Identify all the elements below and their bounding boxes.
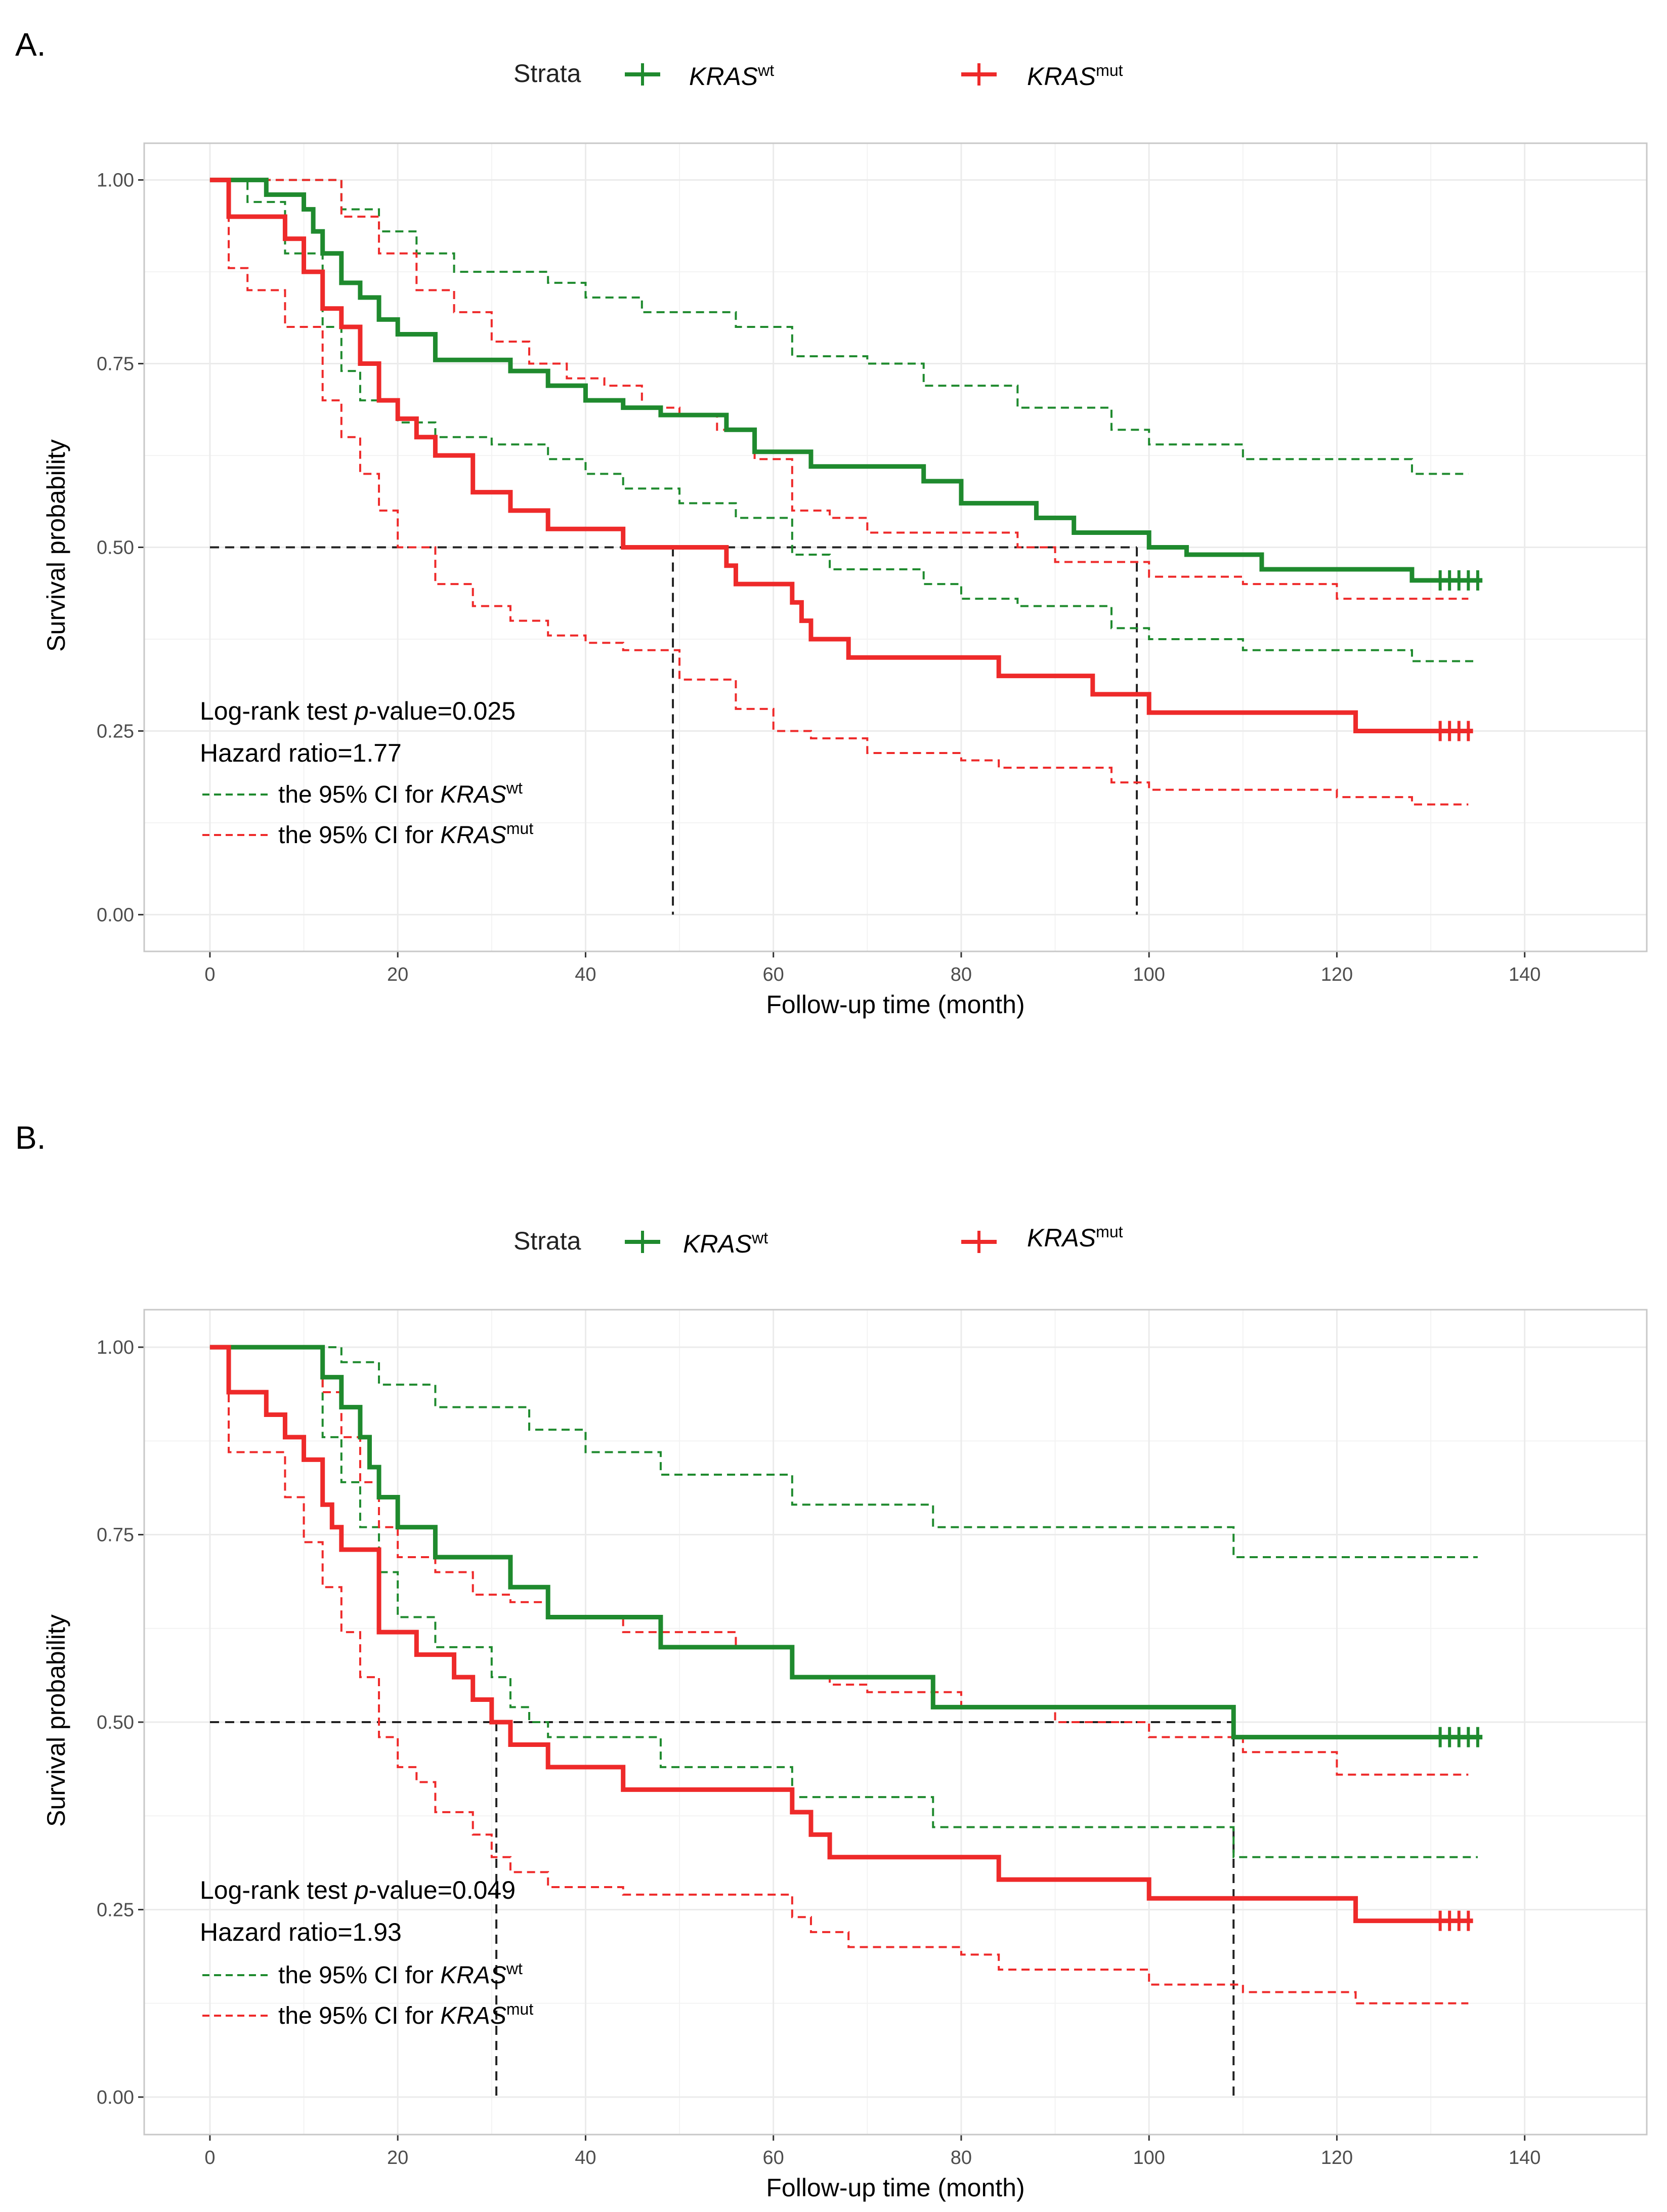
x-tick-label: 0 [204, 964, 215, 985]
y-tick-label: 0.50 [97, 1712, 134, 1733]
y-tick-label: 0.75 [97, 354, 134, 375]
legend-entry-wt: KRASwt [689, 61, 774, 91]
ci-text-wt-a: the 95% CI for KRASwt [278, 779, 523, 808]
x-tick-label: 120 [1321, 964, 1353, 985]
legend-a: Strata KRASwt KRASmut [514, 59, 1123, 91]
legend-b: Strata KRASwt KRASmut [514, 1223, 1123, 1258]
legend-title: Strata [514, 1227, 581, 1255]
x-tick-label: 100 [1133, 2147, 1165, 2168]
x-tick-label: 60 [763, 2147, 784, 2168]
x-tick-label: 80 [951, 2147, 972, 2168]
plot-border [143, 142, 1648, 952]
x-tick-label: 140 [1509, 964, 1541, 985]
x-tick-label: 140 [1509, 2147, 1541, 2168]
plot-area-b: 0 20 40 60 80 100 120 140 0.00 0.25 0.50 0.75 1.00 [97, 1309, 1648, 2168]
y-tick-label: 0.00 [97, 904, 134, 926]
plot-border [143, 1309, 1648, 2136]
y-tick-label: 0.25 [97, 721, 134, 742]
x-tick-label: 40 [575, 2147, 596, 2168]
series-KRASwt [209, 178, 1483, 583]
legend-key-wt [625, 1231, 660, 1253]
pvalue-text-a: Log-rank test p-value=0.025 [200, 697, 516, 725]
pvalue-text-b: Log-rank test p-value=0.049 [200, 1876, 516, 1904]
series-wt_upper [209, 1346, 1478, 1558]
legend-entry-mut: KRASmut [1027, 1223, 1123, 1252]
legend-key-wt [625, 63, 660, 86]
series-KRASmut [209, 1345, 1473, 1924]
y-tick-label: 1.00 [97, 1337, 134, 1358]
plot-area-a: 0 20 40 60 80 100 120 140 0.00 0.25 0.50 0.75 1.00 [97, 142, 1648, 985]
ci-text-wt-b: the 95% CI for KRASwt [278, 1959, 523, 1989]
panel-label-a: A. [15, 26, 46, 63]
series-KRASwt [209, 1345, 1483, 1740]
series-wt_lower [209, 179, 1478, 662]
x-axis-title-b: Follow-up time (month) [766, 2174, 1024, 2202]
panel-a: A. Strata KRASwt KRASmut 0 20 40 60 80 100 120… [15, 26, 1648, 1019]
legend-title: Strata [514, 59, 581, 88]
hazard-ratio-text-a: Hazard ratio=1.77 [200, 739, 402, 767]
series-mut_lower [209, 1346, 1469, 2005]
y-tick-label: 0.00 [97, 2087, 134, 2108]
hazard-ratio-text-b: Hazard ratio=1.93 [200, 1918, 402, 1946]
ci-text-mut-b: the 95% CI for KRASmut [278, 2000, 533, 2029]
ci-text-mut-a: the 95% CI for KRASmut [278, 819, 533, 849]
x-tick-label: 40 [575, 964, 596, 985]
x-axis-title-a: Follow-up time (month) [766, 990, 1024, 1019]
y-tick-label: 1.00 [97, 170, 134, 191]
panel-label-b: B. [15, 1119, 46, 1156]
series-mut_lower [209, 179, 1469, 806]
x-tick-label: 120 [1321, 2147, 1353, 2168]
series-wt_lower [209, 1346, 1478, 1858]
y-axis-title-b: Survival probability [42, 1614, 70, 1827]
x-tick-label: 60 [763, 964, 784, 985]
x-tick-label: 0 [204, 2147, 215, 2168]
legend-key-mut [961, 63, 997, 86]
panel-b: B. Strata KRASwt KRASmut 0 20 40 60 80 100 120… [15, 1119, 1648, 2202]
stats-annotation-a: Log-rank test p-value=0.025 Hazard ratio… [200, 697, 533, 849]
y-tick-label: 0.25 [97, 1899, 134, 1921]
series-wt_upper [209, 179, 1469, 475]
series-mut_upper [209, 1346, 1469, 1776]
x-tick-label: 20 [387, 2147, 408, 2168]
x-tick-label: 80 [951, 964, 972, 985]
x-tick-label: 20 [387, 964, 408, 985]
legend-entry-mut: KRASmut [1027, 61, 1123, 91]
stats-annotation-b: Log-rank test p-value=0.049 Hazard ratio… [200, 1876, 533, 2029]
x-tick-label: 100 [1133, 964, 1165, 985]
y-tick-label: 0.75 [97, 1525, 134, 1546]
legend-entry-wt: KRASwt [683, 1229, 768, 1258]
series-KRASmut [209, 178, 1473, 733]
series-mut_upper [209, 179, 1469, 600]
y-axis-title-a: Survival probability [42, 439, 70, 652]
y-tick-label: 0.50 [97, 537, 134, 559]
legend-key-mut [961, 1231, 997, 1253]
